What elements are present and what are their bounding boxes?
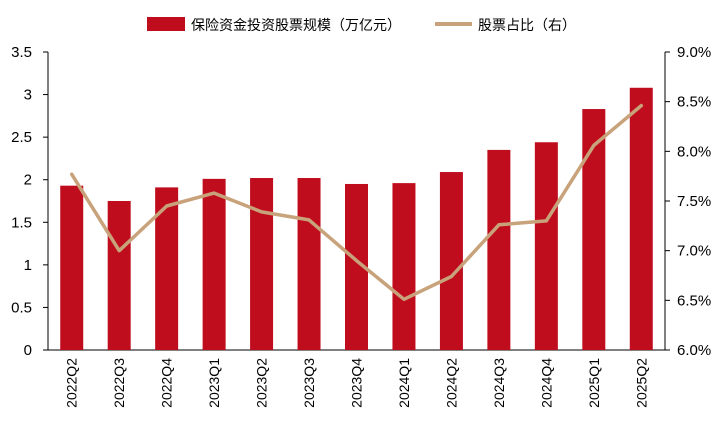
x-tick-label: 2022Q4 [159,358,175,408]
legend-swatch-bar [147,17,185,31]
left-tick-label: 2.5 [11,129,32,146]
bar-2023Q3 [297,178,321,350]
legend: 保险资金投资股票规模（万亿元） 股票占比（右） [147,17,576,34]
bar-2024Q2 [439,172,463,350]
bar-2024Q3 [487,149,511,350]
x-axis-ticks: 2022Q2 2022Q3 2022Q4 2023Q1 2023Q2 2023Q3 2023… [64,358,650,408]
bar-2022Q3 [107,201,131,350]
x-tick-label: 2023Q1 [206,358,222,408]
bar-2025Q1 [582,109,606,350]
bar-2024Q4 [534,142,558,350]
axes: 0 0.5 1 1.5 2 2.5 3 3.5 6.0% 6.5% 7.0% 7.5% 8.0% 8.5%… [11,44,711,359]
right-tick-label: 9.0% [677,44,711,61]
left-tick-label: 0 [24,342,32,359]
x-tick-label: 2024Q1 [396,358,412,408]
bar-2023Q2 [250,178,274,350]
bar-2023Q1 [202,178,226,350]
legend-label-line: 股票占比（右） [478,18,576,34]
left-tick-label: 3.5 [11,44,32,61]
bar-2022Q4 [155,187,179,350]
line-series [69,103,644,302]
x-tick-label: 2022Q3 [111,358,127,408]
x-tick-label: 2024Q2 [443,358,459,408]
x-tick-label: 2024Q4 [538,358,554,408]
x-tick-label: 2025Q1 [586,358,602,408]
right-tick-label: 7.0% [677,243,711,260]
left-tick-label: 0.5 [11,299,32,316]
x-tick-label: 2022Q2 [64,358,80,408]
left-tick-label: 1 [24,257,32,274]
right-tick-label: 6.0% [677,342,711,359]
x-tick-label: 2023Q4 [349,358,365,408]
bar-2022Q2 [60,185,84,350]
bar-2025Q2 [629,87,653,350]
x-tick-label: 2023Q3 [301,358,317,408]
legend-label-bar: 保险资金投资股票规模（万亿元） [191,18,401,34]
left-tick-label: 3 [24,87,32,104]
right-tick-label: 8.0% [677,143,711,160]
x-tick-label: 2024Q3 [491,358,507,408]
bar-series [60,87,653,350]
left-tick-label: 1.5 [11,214,32,231]
right-tick-label: 7.5% [677,193,711,210]
bar-2023Q4 [345,183,368,350]
x-tick-label: 2025Q2 [633,358,649,408]
left-tick-label: 2 [24,172,32,189]
right-tick-label: 6.5% [677,292,711,309]
x-tick-label: 2023Q2 [254,358,270,408]
right-tick-label: 8.5% [677,94,711,111]
bar-2024Q1 [392,183,416,350]
